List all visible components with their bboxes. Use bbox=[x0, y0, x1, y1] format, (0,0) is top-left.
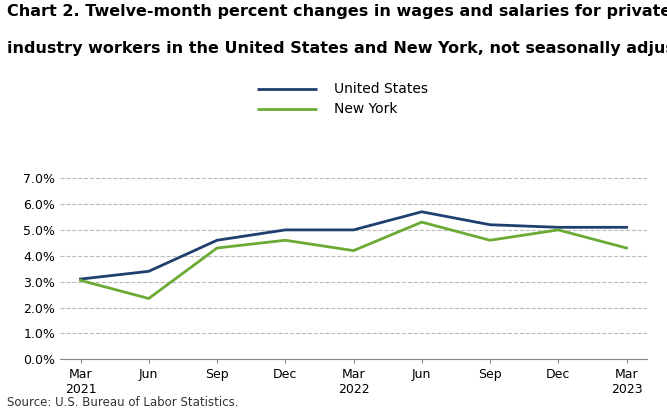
New York bbox=[145, 296, 153, 301]
Text: United States: United States bbox=[334, 82, 428, 96]
United States bbox=[554, 225, 562, 230]
United States bbox=[350, 228, 358, 233]
United States bbox=[213, 238, 221, 243]
New York bbox=[77, 278, 85, 283]
New York bbox=[554, 228, 562, 233]
New York bbox=[281, 238, 289, 243]
Text: New York: New York bbox=[334, 102, 397, 116]
New York bbox=[213, 246, 221, 251]
New York bbox=[418, 220, 426, 225]
United States bbox=[418, 209, 426, 214]
Text: Chart 2. Twelve-month percent changes in wages and salaries for private: Chart 2. Twelve-month percent changes in… bbox=[7, 4, 667, 19]
Text: industry workers in the United States and New York, not seasonally adjusted: industry workers in the United States an… bbox=[7, 41, 667, 56]
United States bbox=[281, 228, 289, 233]
Line: New York: New York bbox=[81, 222, 626, 299]
New York bbox=[486, 238, 494, 243]
United States bbox=[622, 225, 630, 230]
United States bbox=[77, 277, 85, 282]
United States bbox=[145, 269, 153, 274]
Line: United States: United States bbox=[81, 212, 626, 279]
New York bbox=[350, 248, 358, 253]
Text: Source: U.S. Bureau of Labor Statistics.: Source: U.S. Bureau of Labor Statistics. bbox=[7, 396, 238, 409]
United States bbox=[486, 222, 494, 227]
New York bbox=[622, 246, 630, 251]
